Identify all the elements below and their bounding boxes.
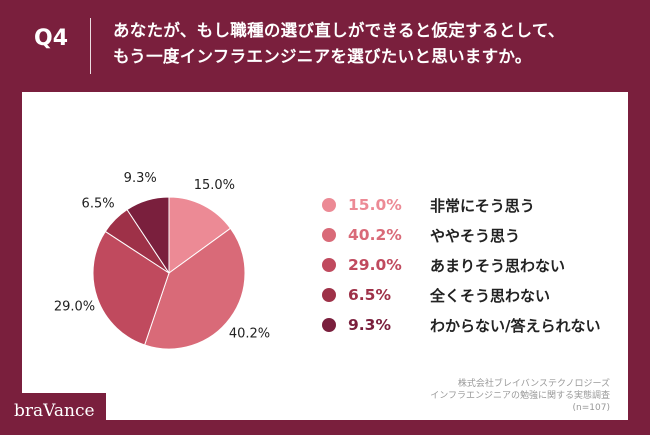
legend-swatch [322, 318, 336, 332]
pie-label-5: 9.3% [124, 171, 157, 186]
legend-item: 15.0% 非常にそう思う [322, 190, 600, 220]
pie-chart: 15.0% 40.2% 29.0% 6.5% 9.3% [54, 171, 270, 350]
legend-value: 6.5% [348, 286, 391, 304]
legend-swatch [322, 228, 336, 242]
header-divider [90, 18, 91, 74]
legend-swatch [322, 198, 336, 212]
legend-value: 40.2% [348, 226, 402, 244]
legend-label: 非常にそう思う [430, 196, 535, 215]
legend-item: 6.5% 全くそう思わない [322, 280, 600, 310]
legend: 15.0% 非常にそう思う 40.2% ややそう思う 29.0% あまりそう思わない 6.5… [322, 190, 600, 340]
legend-item: 29.0% あまりそう思わない [322, 250, 600, 280]
legend-swatch [322, 258, 336, 272]
pie-label-1: 15.0% [194, 178, 235, 193]
legend-label: あまりそう思わない [430, 256, 566, 275]
pie-slice-5 [126, 196, 170, 275]
source-note: 株式会社ブレイバンステクノロジーズ インフラエンジニアの勉強に関する実態調査 (… [430, 378, 610, 414]
legend-swatch [322, 288, 336, 302]
bravance-logo: braVance [14, 401, 95, 421]
legend-item: 9.3% わからない/答えられない [322, 310, 600, 340]
legend-item: 40.2% ややそう思う [322, 220, 600, 250]
pie-slice-1 [168, 196, 232, 274]
pie-slice-2 [143, 227, 246, 350]
legend-label: ややそう思う [430, 226, 521, 245]
question-text: あなたが、もし職種の選び直しができると仮定するとして、 もう一度インフラエンジニ… [113, 18, 565, 70]
legend-label: 全くそう思わない [430, 286, 551, 305]
pie-label-3: 29.0% [54, 300, 95, 315]
header: Q4 あなたが、もし職種の選び直しができると仮定するとして、 もう一度インフラエ… [0, 0, 650, 92]
pie-label-2: 40.2% [229, 326, 270, 341]
source-line-1: 株式会社ブレイバンステクノロジーズ [457, 379, 610, 389]
legend-value: 15.0% [348, 196, 402, 214]
legend-label: わからない/答えられない [430, 316, 601, 335]
logo-box: braVance [0, 393, 106, 435]
question-line-1: あなたが、もし職種の選び直しができると仮定するとして、 [113, 21, 565, 40]
legend-value: 9.3% [348, 316, 391, 334]
source-line-2: インフラエンジニアの勉強に関する実態調査 [430, 391, 610, 401]
pie-slice-3 [92, 230, 170, 346]
question-number: Q4 [34, 26, 69, 51]
legend-value: 29.0% [348, 256, 402, 274]
question-line-2: もう一度インフラエンジニアを選びたいと思いますか。 [113, 47, 532, 66]
source-line-3: (n=107) [572, 403, 610, 413]
pie-label-4: 6.5% [82, 197, 115, 212]
chart-panel: 15.0% 40.2% 29.0% 6.5% 9.3% 15.0% 非常にそう思う 40.2… [22, 92, 628, 420]
